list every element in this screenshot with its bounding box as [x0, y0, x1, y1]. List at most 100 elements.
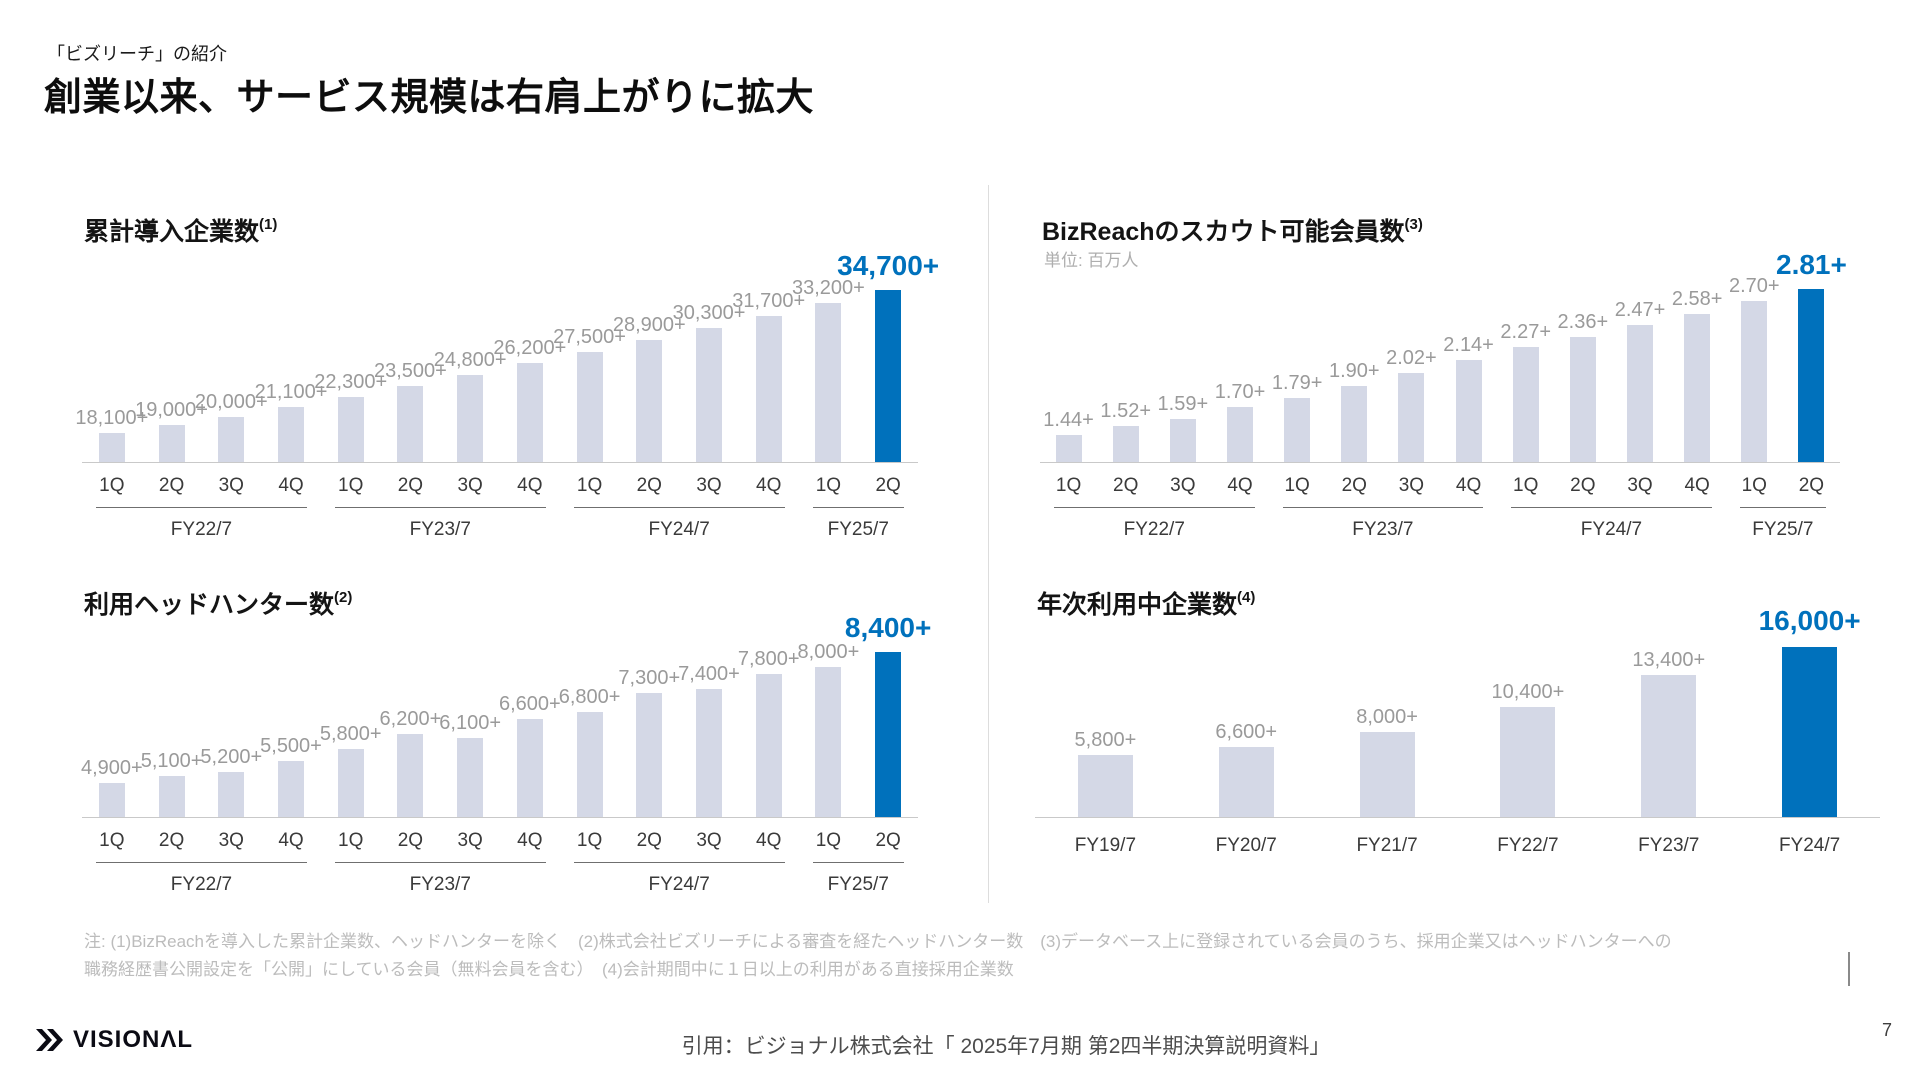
bar [1077, 755, 1133, 817]
bar [1112, 426, 1139, 462]
bar [457, 738, 484, 817]
footnote-line-2: 職務経歴書公開設定を「公開」にしている会員（無料会員を含む） (4)会計期間中に… [84, 960, 1014, 979]
quarter-label: 1Q [576, 475, 603, 496]
bar [1627, 325, 1653, 462]
quarter-label: 4Q [278, 830, 304, 851]
page-number: 7 [1881, 1020, 1892, 1040]
bar-value-label: 6,100+ [439, 712, 502, 735]
bar [1227, 407, 1253, 462]
quarter-label: 4Q [517, 475, 543, 496]
bar-value-label: 6,800+ [558, 685, 621, 708]
quarter-label: 4Q [1455, 475, 1482, 496]
bar-value-label: 1.52+ [1100, 400, 1152, 423]
visional-logo-text: VISIONΛL [73, 1026, 194, 1053]
bar [516, 363, 543, 462]
quarter-label: 2Q [636, 830, 662, 851]
bar-value-label: 18,100+ [75, 407, 149, 429]
fiscal-year-label: FY19/7 [1074, 835, 1137, 856]
bar [1512, 346, 1539, 462]
bar-value-label: 33,200+ [791, 276, 865, 299]
bar-value-label: 7,800+ [737, 648, 800, 671]
bar-value-label: 28,900+ [612, 313, 686, 336]
visional-chevrons-icon [36, 1029, 63, 1051]
chart-title: BizReachのスカウト可能会員数(3) [1042, 212, 1423, 248]
fiscal-year-underline [812, 862, 904, 863]
bar-value-label: 2.27+ [1500, 320, 1552, 343]
chart-plot-area: 18,100+ 19,000+ 20,000+ 21,100+ 22,300+ 23,50… [75, 227, 939, 463]
visional-logo: VISIONΛL [36, 1026, 193, 1054]
bar [397, 734, 424, 817]
quarter-label: 1Q [815, 475, 842, 496]
quarter-label: 3Q [457, 830, 483, 851]
fiscal-year-label: FY23/7 [1352, 519, 1414, 540]
fiscal-year-underline [334, 862, 546, 863]
bar-value-label: 30,300+ [672, 301, 746, 324]
bar-value-label: 21,100+ [254, 381, 328, 404]
quarter-label: 2Q [1570, 475, 1596, 496]
bar-value-label: 5,200+ [200, 745, 263, 768]
chart-plot-area: 5,800+ 6,600+ 8,000+ 10,400+ 13,400+ 16,000+ [1035, 597, 1880, 818]
chart-title: 利用ヘッドハンター数(2) [84, 585, 352, 621]
bar-value-label: 5,500+ [260, 734, 322, 757]
bar [636, 693, 663, 817]
quarter-label: 2Q [875, 475, 901, 496]
quarter-label: 2Q [1341, 475, 1367, 496]
bar-value-label-highlight: 34,700+ [837, 250, 940, 281]
quarter-label: 4Q [1684, 475, 1710, 496]
bar-value-label: 5,800+ [319, 723, 382, 746]
fiscal-year-label: FY20/7 [1215, 835, 1277, 856]
fiscal-year-label: FY22/7 [1497, 835, 1559, 856]
bar-value-label: 2.14+ [1443, 334, 1494, 357]
bar [1455, 360, 1482, 462]
bar [218, 416, 245, 462]
citation: 引用：ビジョナル株式会社「 2025年7月期 第2四半期決算説明資料」 [681, 1035, 1331, 1058]
bar [1741, 300, 1768, 462]
fiscal-year-label: FY25/7 [1752, 519, 1814, 540]
bar [576, 352, 603, 462]
chart-title-text: 年次利用中企業数 [1037, 591, 1238, 619]
bar-value-label: 13,400+ [1632, 648, 1706, 671]
bar-highlight [875, 652, 902, 817]
quarter-label: 1Q [576, 830, 603, 851]
bar-highlight [1798, 289, 1825, 462]
bar [278, 760, 304, 817]
fiscal-year-label: FY24/7 [1778, 835, 1841, 856]
quarter-label: 4Q [756, 475, 782, 496]
chart-title-text: 累計導入企業数 [84, 218, 260, 246]
chart-title: 累計導入企業数(1) [84, 212, 277, 248]
chart-active-headhunters: 利用ヘッドハンター数(2) 4,900+ 5,100+ 5,200+ 5,500+ 5,8… [81, 585, 931, 930]
bar-value-label: 1.79+ [1271, 371, 1323, 394]
quarter-label: 1Q [815, 830, 842, 851]
bar-value-label: 22,300+ [314, 370, 388, 393]
bar [1684, 313, 1711, 462]
quarter-label: 4Q [756, 830, 782, 851]
bar-value-label: 19,000+ [135, 399, 208, 422]
chart-cumulative-client-companies: 累計導入企業数(1) 18,100+ 19,000+ 20,000+ 21,100+ 22… [75, 212, 939, 557]
bar-highlight [875, 290, 902, 462]
text-cursor-artifact [1848, 952, 1850, 986]
bar-value-label-highlight: 16,000+ [1758, 605, 1861, 636]
quarter-label: 1Q [99, 475, 125, 496]
bar-value-label: 7,300+ [618, 667, 681, 690]
bar-value-label: 8,000+ [797, 640, 860, 663]
bar [1569, 336, 1596, 462]
bar-value-label: 1.44+ [1043, 409, 1094, 431]
fiscal-year-label: FY23/7 [1638, 835, 1700, 856]
bar [218, 771, 245, 817]
bar [1218, 746, 1274, 817]
chart-plot-area: 1.44+ 1.52+ 1.59+ 1.70+ 1.79+ 1.90+ 2.02+ 2.14+… [1040, 227, 1847, 463]
quarter-label: 3Q [218, 475, 244, 496]
chart-plot-area: 4,900+ 5,100+ 5,200+ 5,500+ 5,800+ 6,200+ 6,10… [81, 597, 931, 818]
bar [158, 425, 185, 462]
quarter-label: 3Q [1627, 475, 1653, 496]
bar [98, 433, 125, 462]
quarter-label: 4Q [517, 830, 543, 851]
bar [755, 674, 782, 817]
bar-value-label-highlight: 8,400+ [844, 612, 932, 643]
bar [516, 719, 543, 817]
fiscal-year-label: FY22/7 [170, 874, 233, 895]
quarter-label: 2Q [158, 830, 185, 851]
quarter-label: 1Q [1284, 475, 1310, 496]
quarter-label: 1Q [1055, 475, 1082, 496]
quarter-label: 1Q [338, 475, 364, 496]
